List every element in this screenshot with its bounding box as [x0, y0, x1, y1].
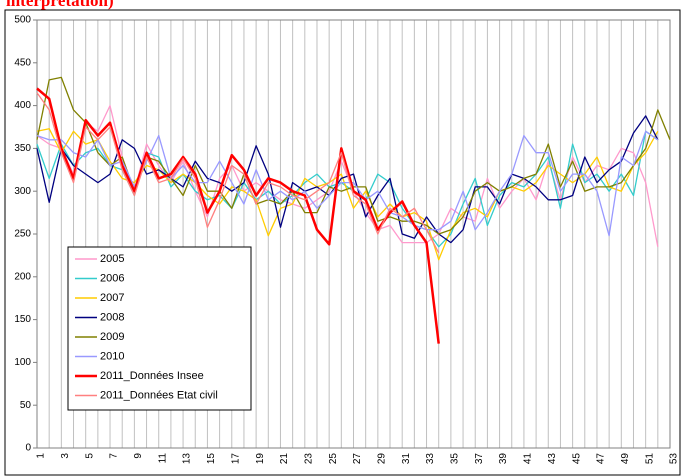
legend-label: 2008: [100, 311, 124, 323]
y-tick-label: 0: [25, 443, 31, 454]
legend-label: 2011_Données Etat civil: [100, 389, 218, 401]
x-tick-label: 7: [109, 453, 120, 459]
series-line: [36, 87, 440, 344]
chart-title: interprétation): [6, 0, 114, 10]
x-tick-label: 1: [36, 453, 47, 459]
chart-frame: [4, 9, 681, 476]
x-tick-label: 13: [182, 453, 193, 465]
y-tick-label: 350: [14, 143, 31, 154]
x-tick-label: 31: [401, 453, 412, 465]
x-tick-label: 21: [279, 453, 290, 465]
legend-label: 2005: [100, 253, 124, 265]
legend-box: [67, 246, 252, 411]
x-tick-label: 49: [620, 453, 631, 465]
x-tick-label: 53: [669, 453, 680, 465]
x-tick-label: 11: [157, 453, 168, 464]
y-tick-label: 150: [14, 314, 31, 325]
x-tick-label: 37: [474, 453, 485, 465]
y-tick-label: 200: [14, 271, 31, 282]
y-tick-label: 50: [20, 400, 32, 411]
y-tick-label: 400: [14, 100, 31, 111]
x-tick-label: 17: [230, 453, 241, 465]
x-tick-label: 5: [84, 453, 95, 459]
x-tick-label: 43: [547, 453, 558, 465]
x-tick-label: 3: [60, 453, 71, 459]
x-tick-label: 33: [425, 453, 436, 465]
x-tick-label: 41: [523, 453, 534, 465]
x-tick-label: 35: [450, 453, 461, 465]
x-tick-label: 45: [571, 453, 582, 465]
plot-area: [36, 19, 671, 449]
x-tick-label: 15: [206, 453, 217, 465]
y-tick-label: 100: [14, 357, 31, 368]
y-tick-label: 300: [14, 186, 31, 197]
x-tick-label: 51: [644, 453, 655, 465]
y-tick-label: 500: [14, 15, 31, 26]
x-tick-label: 9: [133, 453, 144, 459]
series-line: [36, 128, 659, 261]
legend-label: 2009: [100, 331, 124, 343]
x-tick-label: 47: [596, 453, 607, 465]
legend-label: 2011_Données Insee: [100, 370, 204, 382]
x-tick-label: 19: [255, 453, 266, 465]
x-tick-label: 25: [328, 453, 339, 465]
legend-label: 2010: [100, 350, 124, 362]
x-tick-label: 23: [303, 453, 314, 465]
x-tick-label: 29: [376, 453, 387, 465]
legend-label: 2007: [100, 292, 124, 304]
legend-label: 2006: [100, 272, 124, 284]
y-tick-label: 250: [14, 229, 31, 240]
series-line: [36, 92, 440, 254]
y-tick-label: 450: [14, 57, 31, 68]
x-tick-label: 39: [498, 453, 509, 465]
x-tick-label: 27: [352, 453, 363, 465]
